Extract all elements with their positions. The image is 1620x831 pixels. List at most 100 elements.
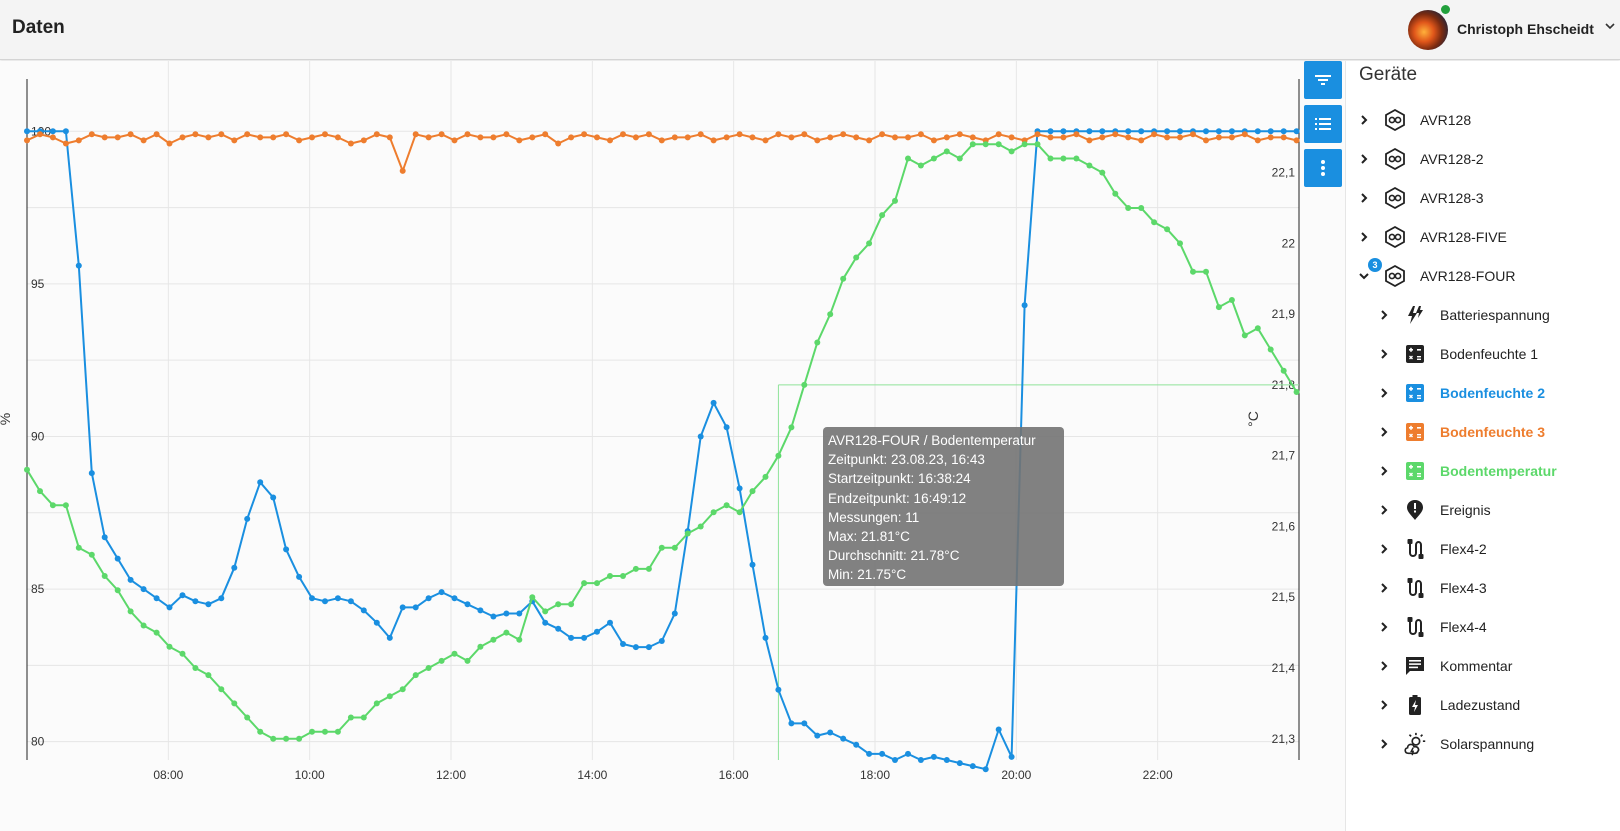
chevron-right-icon[interactable] bbox=[1377, 425, 1391, 439]
data-point bbox=[37, 131, 43, 138]
data-point bbox=[1254, 325, 1261, 332]
tree-sensor-label: Batteriespannung bbox=[1440, 307, 1550, 323]
chevron-right-icon[interactable] bbox=[1377, 386, 1391, 400]
data-point bbox=[1267, 128, 1274, 135]
more-button[interactable] bbox=[1304, 149, 1342, 187]
data-point bbox=[309, 134, 315, 141]
data-point bbox=[1293, 128, 1300, 135]
tree-device-avr128-3[interactable]: AVR128-3 bbox=[1357, 183, 1484, 213]
line-chart[interactable]: 08:00 10:00 12:00 14:00 16:00 18:00 20:00 22:00… bbox=[0, 61, 1345, 831]
data-point bbox=[464, 657, 471, 664]
data-point bbox=[1125, 128, 1132, 135]
tree-sensor-solarspannung[interactable]: Solarspannung bbox=[1377, 729, 1534, 759]
list-button[interactable] bbox=[1304, 105, 1342, 143]
data-point bbox=[373, 619, 380, 626]
x-tick-label: 16:00 bbox=[719, 768, 749, 782]
tree-device-avr128[interactable]: AVR128 bbox=[1357, 105, 1471, 135]
data-point bbox=[892, 757, 898, 763]
chevron-right-icon[interactable] bbox=[1377, 698, 1391, 712]
data-point bbox=[956, 131, 963, 138]
data-point bbox=[75, 544, 82, 551]
chevron-down-icon[interactable] bbox=[1604, 19, 1616, 35]
data-point bbox=[386, 134, 393, 141]
chevron-right-icon[interactable] bbox=[1377, 542, 1391, 556]
filter-button[interactable] bbox=[1304, 61, 1342, 99]
data-point bbox=[969, 763, 976, 770]
tree-sensor-label: Ereignis bbox=[1440, 502, 1491, 518]
y-right-tick-label: 21,7 bbox=[1272, 449, 1296, 463]
chevron-right-icon[interactable] bbox=[1377, 503, 1391, 517]
data-point bbox=[205, 601, 212, 608]
tree-sensor-flex4-4[interactable]: Flex4-4 bbox=[1377, 612, 1487, 642]
user-menu[interactable]: Christoph Ehscheidt bbox=[1400, 0, 1620, 60]
avatar[interactable] bbox=[1408, 10, 1448, 50]
data-point bbox=[1203, 128, 1209, 135]
data-point bbox=[801, 381, 808, 388]
data-point bbox=[360, 714, 367, 721]
chevron-right-icon[interactable] bbox=[1357, 230, 1371, 244]
chevron-right-icon[interactable] bbox=[1377, 659, 1391, 673]
data-point bbox=[1228, 297, 1235, 303]
data-point bbox=[1228, 128, 1235, 135]
data-point bbox=[1138, 128, 1145, 135]
data-point bbox=[283, 131, 290, 138]
tree-sensor-flex4-3[interactable]: Flex4-3 bbox=[1377, 573, 1487, 603]
chevron-right-icon[interactable] bbox=[1357, 191, 1371, 205]
data-point bbox=[1254, 128, 1261, 135]
chevron-right-icon[interactable] bbox=[1377, 581, 1391, 595]
tree-sensor-bodenfeuchte-2[interactable]: Bodenfeuchte 2 bbox=[1377, 378, 1545, 408]
tree-device-avr128-four[interactable]: AVR128-FOUR 3 bbox=[1357, 258, 1515, 291]
user-name: Christoph Ehscheidt bbox=[1457, 21, 1594, 37]
data-point bbox=[671, 544, 678, 551]
tree-sensor-ereignis[interactable]: Ereignis bbox=[1377, 495, 1491, 525]
data-point bbox=[347, 140, 354, 147]
data-point bbox=[1099, 169, 1106, 176]
tree-device-avr128-five[interactable]: AVR128-FIVE bbox=[1357, 222, 1507, 252]
tree-sensor-label: Flex4-4 bbox=[1440, 619, 1487, 635]
tree-sensor-label: Ladezustand bbox=[1440, 697, 1521, 713]
data-point bbox=[1073, 155, 1080, 162]
data-point bbox=[24, 466, 30, 473]
data-point bbox=[1280, 134, 1287, 141]
y-right-tick-label: 22,1 bbox=[1272, 166, 1296, 180]
data-point bbox=[1151, 131, 1158, 138]
tree-device-avr128-2[interactable]: AVR128-2 bbox=[1357, 144, 1484, 174]
data-point bbox=[684, 134, 691, 141]
device-icon bbox=[1382, 185, 1408, 211]
data-point bbox=[270, 735, 277, 742]
data-point bbox=[905, 134, 911, 141]
data-point bbox=[710, 399, 717, 406]
chevron-right-icon[interactable] bbox=[1377, 347, 1391, 361]
data-point bbox=[451, 137, 458, 144]
data-point bbox=[1190, 131, 1196, 138]
data-point bbox=[37, 488, 43, 495]
chevron-right-icon[interactable] bbox=[1377, 737, 1391, 751]
data-point bbox=[140, 586, 147, 593]
data-point bbox=[995, 726, 1002, 733]
chevron-down-icon[interactable] bbox=[1357, 269, 1371, 283]
tree-sensor-bodenfeuchte-1[interactable]: Bodenfeuchte 1 bbox=[1377, 339, 1538, 369]
tree-sensor-ladezustand[interactable]: Ladezustand bbox=[1377, 690, 1520, 720]
tree-sensor-kommentar[interactable]: Kommentar bbox=[1377, 651, 1512, 681]
data-point bbox=[723, 134, 730, 141]
data-point bbox=[1177, 134, 1183, 141]
tree-sensor-batteriespannung[interactable]: Batteriespannung bbox=[1377, 300, 1550, 330]
tree-sensor-bodentemperatur[interactable]: Bodentemperatur bbox=[1377, 456, 1557, 486]
tree-sensor-flex4-2[interactable]: Flex4-2 bbox=[1377, 534, 1487, 564]
tooltip-start: Startzeitpunkt: 16:38:24 bbox=[828, 471, 971, 487]
chart-area[interactable]: 08:00 10:00 12:00 14:00 16:00 18:00 20:00 22:00… bbox=[0, 61, 1345, 831]
chevron-right-icon[interactable] bbox=[1357, 152, 1371, 166]
data-point bbox=[697, 131, 704, 138]
chevron-right-icon[interactable] bbox=[1377, 308, 1391, 322]
data-point bbox=[736, 485, 743, 492]
data-point bbox=[555, 625, 562, 632]
data-point bbox=[542, 619, 549, 626]
chevron-right-icon[interactable] bbox=[1377, 620, 1391, 634]
chevron-right-icon[interactable] bbox=[1377, 464, 1391, 478]
chevron-right-icon[interactable] bbox=[1357, 113, 1371, 127]
x-tick-label: 08:00 bbox=[153, 768, 183, 782]
x-tick-label: 22:00 bbox=[1143, 768, 1173, 782]
data-point bbox=[658, 137, 665, 144]
data-point bbox=[775, 131, 782, 138]
tree-sensor-bodenfeuchte-3[interactable]: Bodenfeuchte 3 bbox=[1377, 417, 1545, 447]
